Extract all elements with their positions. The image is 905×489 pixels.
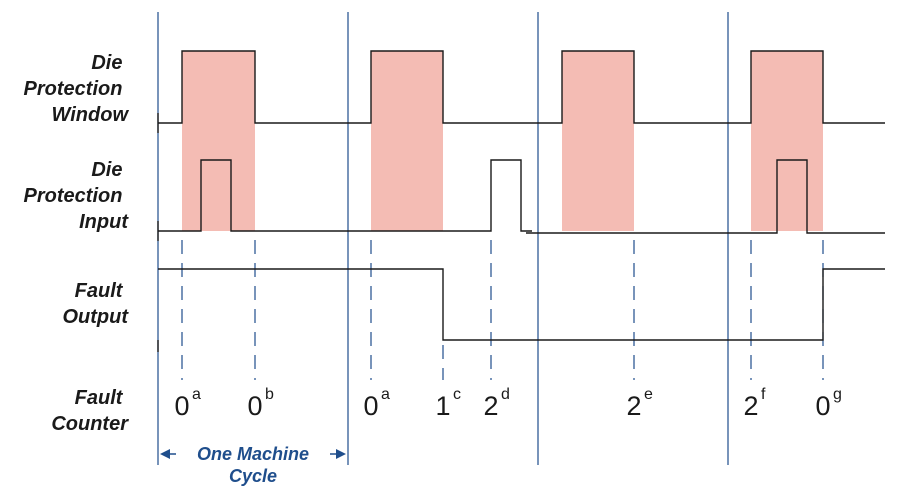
counter-value-1: 0 a — [174, 386, 201, 421]
window-shade-3 — [562, 51, 634, 231]
input-label: Die Protection Input — [24, 159, 130, 233]
waveforms — [157, 50, 885, 352]
counter-value-5: 2 d — [483, 386, 509, 421]
counter-value-8: 0 g — [815, 386, 841, 421]
svg-text:a: a — [381, 386, 390, 403]
fault-output-label: Fault Output — [62, 280, 129, 328]
cycle-arrow-right-head — [336, 449, 346, 459]
svg-text:e: e — [644, 386, 653, 403]
svg-text:b: b — [265, 386, 274, 403]
svg-text:f: f — [761, 386, 766, 403]
window-shade-1 — [182, 51, 255, 231]
counter-values: 0 a 0 b 0 a 1 c 2 d 2 e 2 f 0 g — [174, 386, 841, 421]
input-waveform-2 — [526, 159, 885, 234]
svg-text:1: 1 — [435, 391, 450, 421]
row-labels: Die Protection Window Die Protection Inp… — [24, 52, 130, 435]
svg-text:c: c — [453, 386, 461, 403]
counter-value-2: 0 b — [247, 386, 274, 421]
cycle-label-line-1: One Machine — [197, 444, 309, 464]
window-shade-4 — [751, 51, 823, 231]
machine-cycle-indicator: One Machine Cycle — [160, 444, 346, 486]
svg-text:0: 0 — [174, 391, 189, 421]
svg-text:2: 2 — [483, 391, 498, 421]
svg-text:0: 0 — [247, 391, 262, 421]
counter-value-7: 2 f — [743, 386, 766, 421]
fault-output-waveform — [158, 268, 885, 341]
fault-counter-label: Fault Counter — [51, 387, 129, 435]
cycle-arrow-left-head — [160, 449, 170, 459]
svg-text:g: g — [833, 386, 842, 403]
svg-text:0: 0 — [363, 391, 378, 421]
window-shade-2 — [371, 51, 443, 231]
window-waveform — [158, 50, 885, 124]
svg-text:d: d — [501, 386, 510, 403]
svg-text:0: 0 — [815, 391, 830, 421]
counter-value-6: 2 e — [626, 386, 653, 421]
counter-value-4: 1 c — [435, 386, 461, 421]
svg-text:2: 2 — [743, 391, 758, 421]
input-waveform — [158, 159, 532, 232]
window-label: Die Protection Window — [24, 52, 130, 126]
window-shading — [182, 51, 823, 231]
counter-value-3: 0 a — [363, 386, 390, 421]
svg-text:2: 2 — [626, 391, 641, 421]
event-markers — [181, 240, 824, 380]
cycle-label-line-2: Cycle — [229, 466, 277, 486]
svg-text:a: a — [192, 386, 201, 403]
